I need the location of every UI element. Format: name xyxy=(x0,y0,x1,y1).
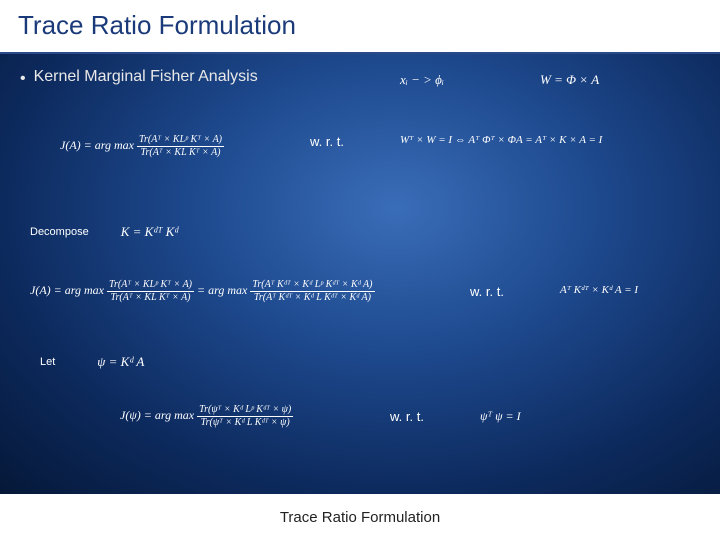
eq3-wrt-formula: ψᵀ ψ = I xyxy=(480,409,521,424)
eq2-wrt-formula: Aᵀ Kᵈᵀ × Kᵈ A = I xyxy=(560,284,638,296)
decompose-formula: K = Kᵈᵀ Kᵈ xyxy=(121,224,179,240)
wrt-label-1: w. r. t. xyxy=(310,134,344,149)
eq1-wrt: w. r. t. xyxy=(310,134,344,149)
eq2-frac2: Tr(Aᵀ Kᵈᵀ × Kᵈ Lᵖ Kᵈᵀ × Kᵈ A) Tr(Aᵀ Kᵈᵀ … xyxy=(250,279,374,303)
slide-footer: Trace Ratio Formulation xyxy=(0,494,720,540)
slide-body: • Kernel Marginal Fisher Analysis xᵢ − >… xyxy=(0,54,720,494)
decompose-row: Decompose K = Kᵈᵀ Kᵈ xyxy=(30,224,178,240)
slide-title: Trace Ratio Formulation xyxy=(18,10,702,41)
eq3-content: J(ψ) = arg max Tr(ψᵀ × Kᵈ Lᵖ Kᵈᵀ × ψ) Tr… xyxy=(120,404,293,428)
bullet-dot-icon: • xyxy=(20,68,26,90)
equation-3: J(ψ) = arg max Tr(ψᵀ × Kᵈ Lᵖ Kᵈᵀ × ψ) Tr… xyxy=(120,404,293,428)
slide-header: Trace Ratio Formulation xyxy=(0,0,720,54)
eq3-wrt: w. r. t. xyxy=(390,409,424,424)
topright-formula-1: xᵢ − > ϕᵢ xyxy=(400,72,444,88)
bullet-text: Kernel Marginal Fisher Analysis xyxy=(34,68,258,86)
footer-text: Trace Ratio Formulation xyxy=(280,509,440,526)
eq1-lhs: J(A) = arg max Tr(Aᵀ × KLᵖ Kᵀ × A) Tr(Aᵀ… xyxy=(60,134,224,158)
eq3-fraction: Tr(ψᵀ × Kᵈ Lᵖ Kᵈᵀ × ψ) Tr(ψᵀ × Kᵈ L Kᵈᵀ … xyxy=(197,404,293,428)
wrt-label-3: w. r. t. xyxy=(390,409,424,424)
let-formula: ψ = Kᵈ A xyxy=(97,354,144,370)
eq2-wrt: w. r. t. xyxy=(470,284,504,299)
eq2-content: J(A) = arg max Tr(Aᵀ × KLᵖ Kᵀ × A) Tr(Aᵀ… xyxy=(30,279,375,303)
equation-2: J(A) = arg max Tr(Aᵀ × KLᵖ Kᵀ × A) Tr(Aᵀ… xyxy=(30,279,375,303)
topright-formula-2: W = Φ × A xyxy=(540,72,599,88)
decompose-label: Decompose xyxy=(30,226,89,238)
let-row: Let ψ = Kᵈ A xyxy=(40,354,144,370)
equation-1: J(A) = arg max Tr(Aᵀ × KLᵖ Kᵀ × A) Tr(Aᵀ… xyxy=(60,134,224,158)
eq1-wrt-formula: Wᵀ × W = I ⇔ Aᵀ Φᵀ × ΦA = Aᵀ × K × A = I xyxy=(400,134,602,146)
eq1-fraction: Tr(Aᵀ × KLᵖ Kᵀ × A) Tr(Aᵀ × KL Kᵀ × A) xyxy=(137,134,224,158)
wrt-label-2: w. r. t. xyxy=(470,284,504,299)
eq2-frac1: Tr(Aᵀ × KLᵖ Kᵀ × A) Tr(Aᵀ × KL Kᵀ × A) xyxy=(107,279,194,303)
let-label: Let xyxy=(40,356,55,368)
slide: Trace Ratio Formulation • Kernel Margina… xyxy=(0,0,720,540)
